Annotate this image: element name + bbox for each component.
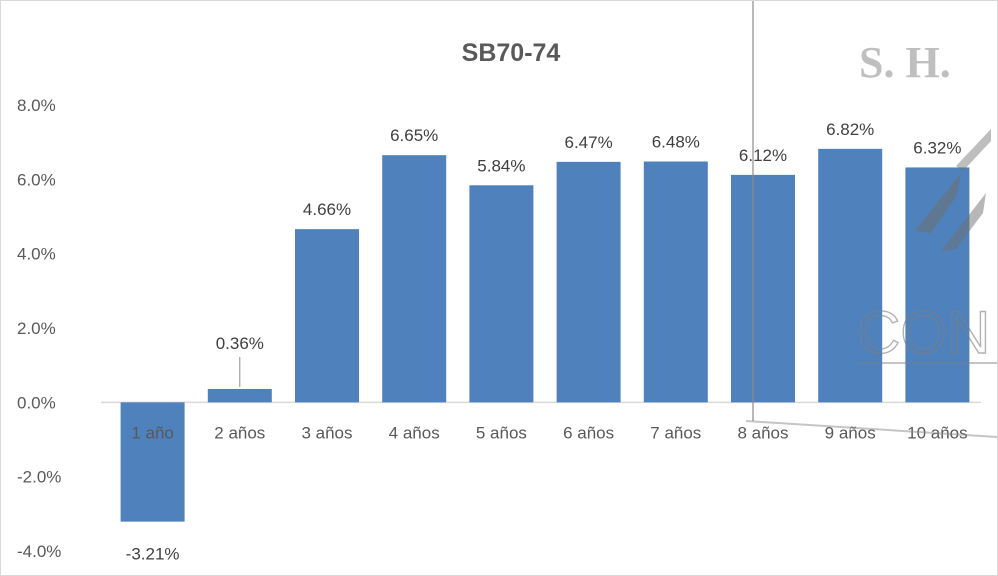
bar — [207, 388, 272, 403]
x-tick-label: 1 año — [131, 423, 174, 442]
bar — [905, 167, 970, 403]
watermark-logo-text: CON — [857, 299, 990, 366]
data-label: 6.48% — [652, 132, 700, 151]
x-tick-label: 8 años — [737, 423, 788, 442]
bars-group — [120, 148, 970, 522]
stamp-watermark: S. H. CON — [745, 1, 997, 438]
y-tick-label: -4.0% — [17, 542, 61, 561]
x-tick-label: 3 años — [301, 423, 352, 442]
data-label: -3.21% — [126, 545, 180, 564]
bar — [469, 185, 534, 403]
y-tick-label: 6.0% — [17, 170, 56, 189]
bar — [818, 148, 883, 403]
data-label: 5.84% — [477, 156, 525, 175]
data-label: 0.36% — [216, 334, 264, 353]
data-label: 6.12% — [739, 146, 787, 165]
x-tick-label: 4 años — [389, 423, 440, 442]
x-tick-label: 2 años — [214, 423, 265, 442]
data-label: 6.32% — [913, 138, 961, 157]
y-tick-label: -2.0% — [17, 468, 61, 487]
bar — [731, 174, 795, 403]
value-labels: -3.21% 0.36% 4.66% 6.65% 5.84% 6.47% 6.48% 6.12… — [126, 120, 962, 564]
y-tick-label: 4.0% — [17, 245, 56, 264]
data-label: 4.66% — [303, 200, 351, 219]
data-label: 6.65% — [390, 126, 438, 145]
x-tick-label: 7 años — [650, 423, 701, 442]
x-tick-label: 5 años — [476, 423, 527, 442]
y-axis: 8.0% 6.0% 4.0% 2.0% 0.0% -2.0% -4.0% — [17, 96, 61, 561]
chart-title: SB70-74 — [462, 39, 561, 67]
data-label: 6.82% — [826, 120, 874, 139]
bar — [382, 155, 447, 403]
watermark-text: S. H. — [859, 38, 951, 87]
y-tick-label: 2.0% — [17, 319, 56, 338]
x-tick-label: 6 años — [563, 423, 614, 442]
bar — [643, 161, 708, 403]
bar — [556, 161, 621, 403]
y-tick-label: 0.0% — [17, 393, 56, 412]
y-tick-label: 8.0% — [17, 96, 56, 115]
data-label: 6.47% — [564, 133, 612, 152]
bar — [295, 229, 359, 403]
bar — [120, 402, 185, 522]
